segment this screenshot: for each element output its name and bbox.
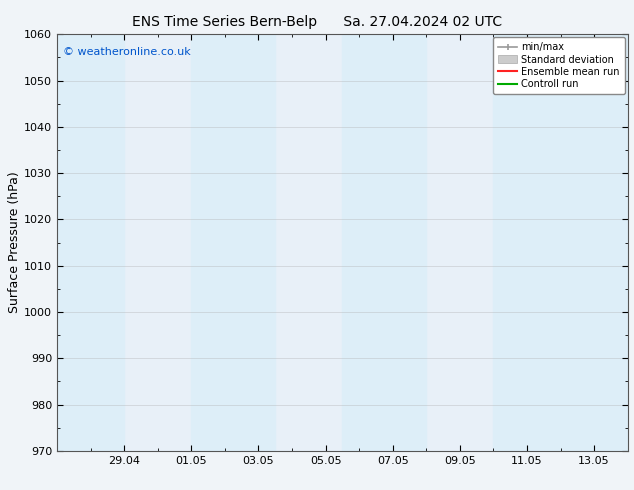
Y-axis label: Surface Pressure (hPa): Surface Pressure (hPa)	[8, 172, 22, 314]
Bar	[57, 34, 124, 451]
Bar	[493, 34, 628, 451]
Text: ENS Time Series Bern-Belp      Sa. 27.04.2024 02 UTC: ENS Time Series Bern-Belp Sa. 27.04.2024…	[132, 15, 502, 29]
Legend: min/max, Standard deviation, Ensemble mean run, Controll run: min/max, Standard deviation, Ensemble me…	[493, 37, 624, 94]
Bar	[342, 34, 426, 451]
Bar	[191, 34, 275, 451]
Text: © weatheronline.co.uk: © weatheronline.co.uk	[63, 47, 190, 57]
